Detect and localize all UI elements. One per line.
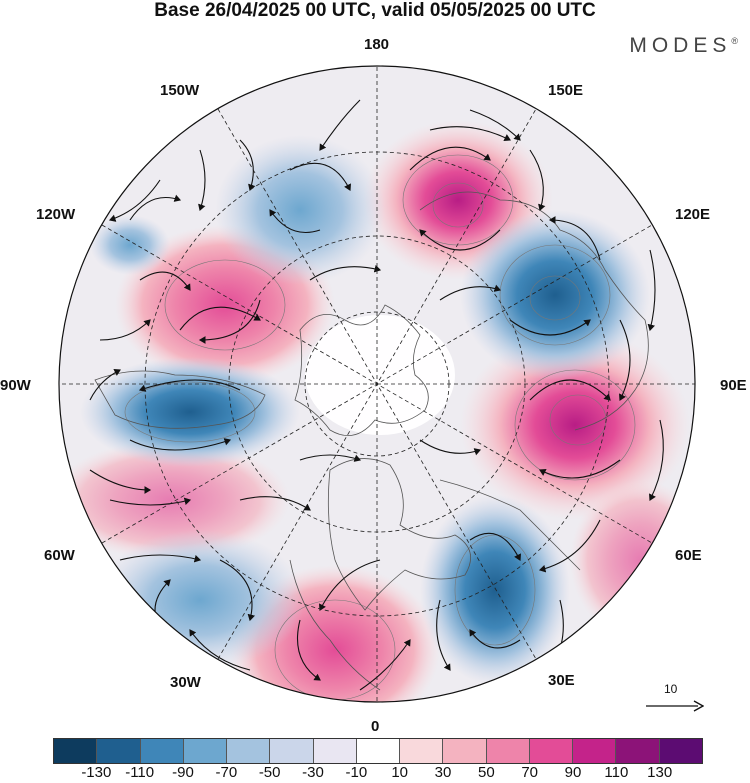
anomaly-negative-95w <box>80 357 300 467</box>
anomaly-negative-165w <box>215 135 385 285</box>
lon-label-180: 180 <box>364 36 390 53</box>
brand-logo: MODES® <box>629 34 738 58</box>
map-boundary <box>58 65 696 703</box>
colorbar-swatch <box>616 739 660 763</box>
colorbar-swatch <box>486 739 530 763</box>
colorbar-swatch <box>313 739 357 763</box>
colorbar-tick-label: 90 <box>564 764 582 781</box>
lon-label-150w: 150W <box>160 82 200 99</box>
colorbar-tick-label: -90 <box>172 764 194 781</box>
colorbar-tick-label: 130 <box>647 764 673 781</box>
colorbar-swatch <box>356 739 401 763</box>
anomaly-field <box>59 66 695 702</box>
colorbar-swatch <box>400 739 444 763</box>
colorbar-swatch <box>227 739 271 763</box>
colorbar-swatch <box>659 739 702 763</box>
lon-label-60w: 60W <box>44 547 75 564</box>
brand-name: MODES <box>629 34 732 57</box>
anomaly-negative-120e <box>460 210 650 380</box>
colorbar-tick-label: 10 <box>391 764 408 781</box>
colorbar-tick-label: -70 <box>215 764 238 781</box>
colorbar-swatch <box>443 739 487 763</box>
colorbar <box>53 738 703 764</box>
colorbar-swatch <box>270 739 314 763</box>
registered-mark: ® <box>731 36 738 46</box>
map-title: Base 26/04/2025 00 UTC, valid 05/05/2025… <box>154 0 596 21</box>
lon-label-0: 0 <box>371 718 380 735</box>
colorbar-tick-label: 110 <box>604 764 629 781</box>
colorbar-swatch <box>573 739 617 763</box>
colorbar-swatch <box>97 739 141 763</box>
vector-scale-label: 10 <box>664 682 678 696</box>
colorbar-swatch <box>183 739 228 763</box>
lon-label-150e: 150E <box>548 82 584 99</box>
colorbar-tick-label: 70 <box>521 764 538 781</box>
vector-scale-arrow-icon <box>646 700 704 712</box>
colorbar-tick-label: -10 <box>345 764 368 781</box>
colorbar-swatch <box>529 739 574 763</box>
colorbar-tick-label: 30 <box>434 764 452 781</box>
colorbar-tick-label: -30 <box>302 764 324 781</box>
anomaly-positive-75e <box>460 330 690 520</box>
anomaly-positive-west <box>59 440 290 560</box>
lon-label-90w: 90W <box>0 377 31 394</box>
colorbar-tick-label: -50 <box>258 764 281 781</box>
anomaly-negative-35e <box>420 495 570 685</box>
colorbar-swatch <box>140 739 184 763</box>
colorbar-tick-label: -110 <box>125 764 155 781</box>
colorbar-swatch <box>54 739 98 763</box>
colorbar-tick-label: -130 <box>81 764 112 781</box>
lon-label-30e: 30E <box>548 672 575 689</box>
vector-scale: 10 <box>640 680 710 716</box>
lon-label-90e: 90E <box>720 377 747 394</box>
colorbar-tick-label: 50 <box>477 764 495 781</box>
lon-label-120w: 120W <box>36 206 76 223</box>
colorbar-tick-labels: -130 -110 -90 -70 -50 -30 -10 10 30 50 70 90 110 130 <box>53 764 703 783</box>
lon-label-120e: 120E <box>675 206 711 223</box>
lon-label-30w: 30W <box>170 674 201 691</box>
anomaly-negative-50w <box>95 530 305 670</box>
polar-neutral <box>305 315 455 435</box>
lon-label-60e: 60E <box>675 547 702 564</box>
